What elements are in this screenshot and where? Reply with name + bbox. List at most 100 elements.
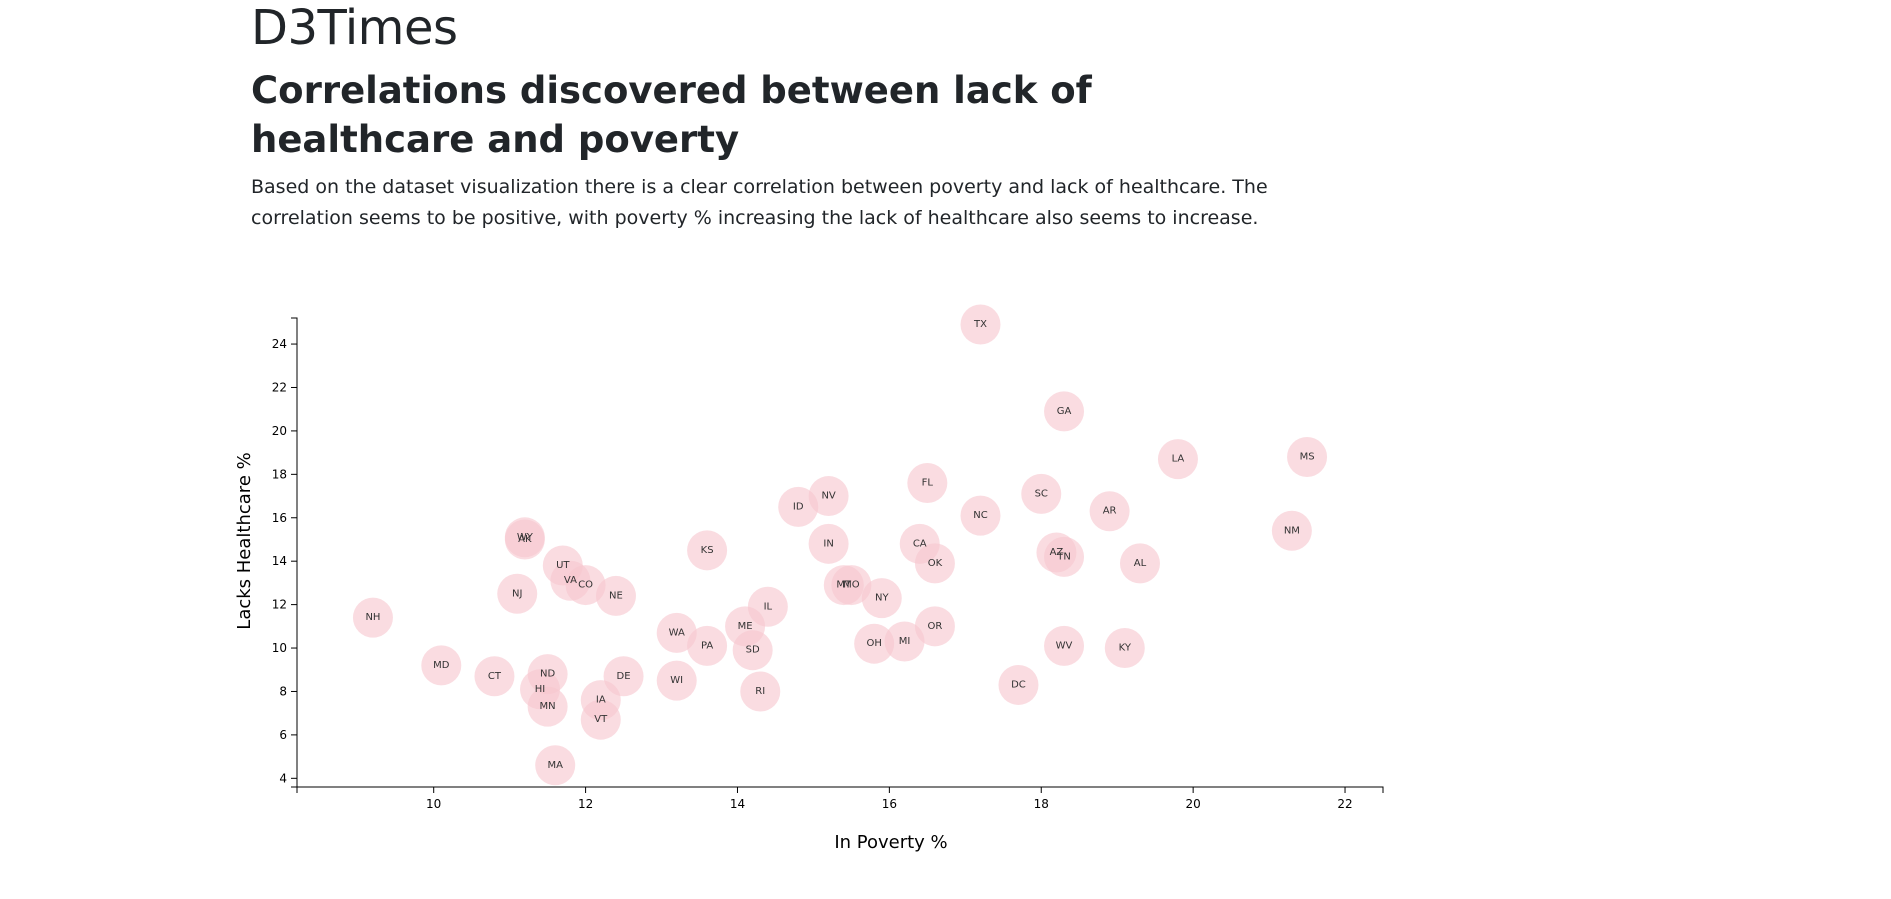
data-point-label: MI (899, 636, 911, 647)
data-point-label: DC (1011, 679, 1026, 690)
data-point-label: NY (875, 593, 889, 604)
y-tick-label: 20 (272, 424, 287, 438)
data-point-label: IL (764, 601, 773, 612)
y-tick-label: 6 (279, 728, 287, 742)
x-axis-title: In Poverty % (834, 832, 947, 853)
data-point[interactable] (474, 656, 515, 697)
data-point-label: FL (922, 478, 934, 489)
y-tick-label: 10 (272, 641, 287, 655)
data-point-label: ND (540, 669, 555, 680)
data-point[interactable] (884, 621, 925, 662)
data-point[interactable] (1271, 510, 1312, 551)
data-point-label: CT (488, 671, 502, 682)
data-point-label: ID (793, 501, 804, 512)
y-tick-label: 16 (272, 511, 287, 525)
data-point[interactable] (1044, 391, 1085, 432)
data-point-label: GA (1057, 406, 1072, 417)
data-point-label: OH (866, 638, 881, 649)
data-point[interactable] (1044, 625, 1085, 666)
data-point-label: NM (1284, 525, 1300, 536)
data-point[interactable] (1287, 436, 1328, 477)
data-point-label: KY (1119, 643, 1132, 654)
x-tick-label: 20 (1185, 797, 1200, 811)
data-point[interactable] (504, 519, 545, 560)
data-point-label: WY (517, 532, 534, 543)
y-axis-title: Lacks Healthcare % (234, 452, 255, 629)
data-point[interactable] (1119, 543, 1160, 584)
data-point-label: AZ (1050, 547, 1064, 558)
data-point[interactable] (998, 664, 1039, 705)
data-point-label: IN (823, 538, 833, 549)
data-point[interactable] (580, 699, 621, 740)
data-point[interactable] (1044, 536, 1085, 577)
data-point[interactable] (732, 630, 773, 671)
data-point[interactable] (421, 645, 462, 686)
x-tick-label: 14 (730, 797, 745, 811)
data-point-label: CO (578, 580, 593, 591)
data-point-label: ME (738, 621, 753, 632)
article-headline: Correlations discovered between lack of … (251, 69, 1092, 161)
data-point[interactable] (854, 623, 895, 664)
data-point-label: MA (547, 760, 563, 771)
data-point-label: TN (1056, 551, 1071, 562)
data-point[interactable] (1157, 439, 1198, 480)
data-point[interactable] (565, 565, 606, 606)
y-tick-label: 24 (272, 337, 287, 351)
x-tick-label: 10 (426, 797, 441, 811)
data-point-label: OR (928, 621, 943, 632)
data-point-label: SD (746, 645, 760, 656)
data-point-label: NV (821, 491, 835, 502)
x-tick-label: 16 (882, 797, 897, 811)
data-point[interactable] (687, 625, 728, 666)
data-point[interactable] (1089, 491, 1130, 532)
data-point-label: KS (701, 545, 714, 556)
data-point-label: VT (594, 714, 608, 725)
data-point[interactable] (535, 745, 576, 786)
data-point-label: WI (670, 675, 683, 686)
data-point-label: MD (433, 660, 450, 671)
plot-area: 10 12 14 16 18 20 22 4 6 8 10 12 14 16 18 20 22 24 In Pove… (234, 304, 1384, 853)
data-point[interactable] (1104, 628, 1145, 669)
data-point-label: LA (1172, 454, 1185, 465)
x-tick-label: 12 (578, 797, 593, 811)
data-point-label: RI (755, 686, 765, 697)
data-point-label: IA (596, 695, 606, 706)
data-point-label: CA (913, 538, 927, 549)
data-point[interactable] (656, 612, 697, 653)
data-point[interactable] (960, 304, 1001, 345)
data-point-label: MO (843, 580, 860, 591)
data-point[interactable] (778, 486, 819, 527)
data-point[interactable] (656, 660, 697, 701)
data-point[interactable] (808, 476, 849, 517)
data-point-label: NC (973, 510, 987, 521)
data-point[interactable] (352, 597, 393, 638)
data-point[interactable] (1021, 473, 1062, 514)
data-point-label: WV (1056, 640, 1073, 651)
data-point[interactable] (861, 578, 902, 619)
data-point[interactable] (907, 463, 948, 504)
data-point-label: AK (518, 534, 532, 545)
page-container: D3Times Correlations discovered between … (251, 0, 1351, 234)
y-tick-label: 14 (272, 554, 287, 568)
data-point[interactable] (595, 575, 636, 616)
x-tick-label: 22 (1337, 797, 1352, 811)
data-point-label: WA (669, 627, 685, 638)
article-intro: Based on the dataset visualization there… (251, 176, 1268, 229)
data-point-label: TX (973, 319, 987, 330)
data-point[interactable] (914, 543, 955, 584)
data-point-label: MN (540, 701, 556, 712)
data-point[interactable] (831, 565, 872, 606)
data-point[interactable] (687, 530, 728, 571)
site-title: D3Times (251, 0, 458, 56)
data-point[interactable] (808, 523, 849, 564)
data-point-label: DE (617, 671, 631, 682)
data-point[interactable] (914, 606, 955, 647)
data-point[interactable] (527, 686, 568, 727)
data-point-label: UT (556, 560, 570, 571)
y-tick-label: 12 (272, 598, 287, 612)
data-point-label: NE (609, 590, 623, 601)
data-point[interactable] (960, 495, 1001, 536)
data-point[interactable] (497, 573, 538, 614)
data-point[interactable] (740, 671, 781, 712)
